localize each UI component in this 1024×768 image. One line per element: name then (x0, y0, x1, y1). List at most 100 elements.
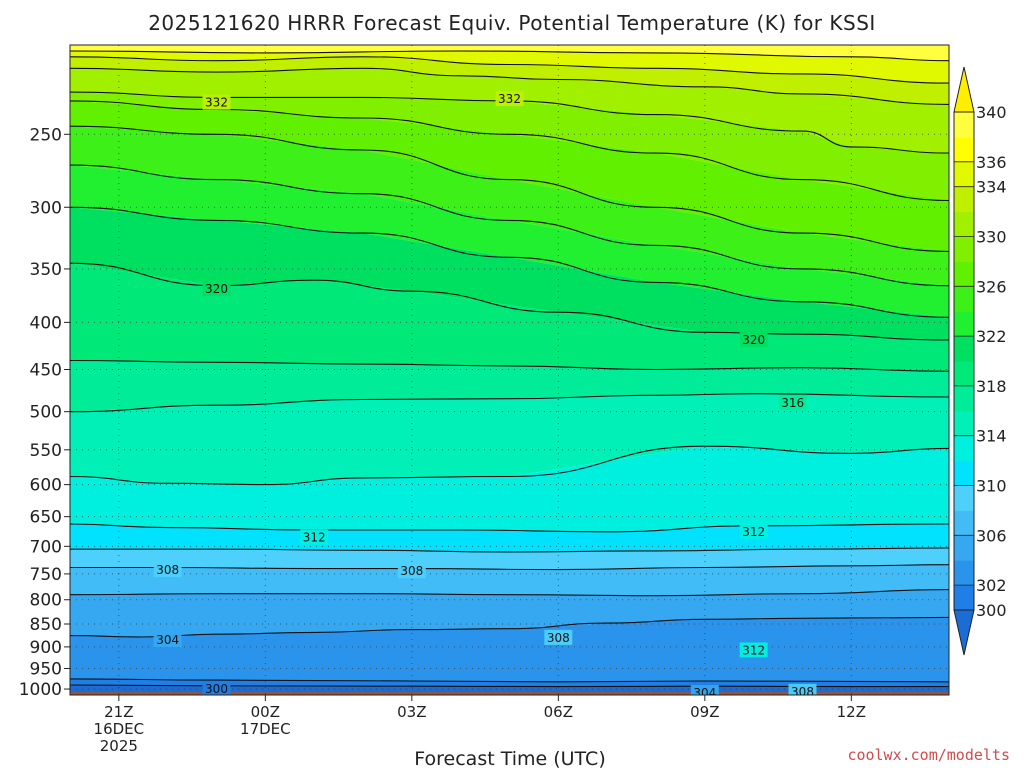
y-tick-label: 300 (30, 198, 62, 218)
band-314 (70, 393, 949, 485)
contour-label: 308 (791, 685, 814, 699)
colorbar-underflow-arrow (953, 609, 975, 656)
x-tick-label: 12Z (837, 703, 866, 721)
contour-label: 312 (303, 531, 326, 545)
contour-336 (70, 50, 949, 62)
band-302 (70, 617, 949, 682)
contour-302 (70, 678, 949, 683)
colorbar-tick-label: 300 (976, 601, 1007, 620)
colorbar-tick-label: 326 (976, 277, 1007, 296)
x-tick-label: 06Z (544, 703, 573, 721)
colorbar-swatch (954, 585, 974, 611)
contour-312 (70, 523, 949, 533)
band-306 (70, 564, 949, 596)
contour-label-group: 312 (739, 523, 768, 539)
y-tick-label: 800 (30, 591, 62, 611)
contour-314 (70, 445, 949, 486)
contour-label-group: 332 (495, 91, 524, 107)
ground-strip (70, 692, 949, 695)
colorbar-swatch (954, 112, 974, 138)
colorbar-swatch (954, 286, 974, 312)
band-318 (70, 263, 949, 372)
contour-label-bg (739, 642, 768, 658)
colorbar-swatch (954, 311, 974, 337)
colorbar-swatch (954, 410, 974, 437)
contour-label: 332 (205, 96, 228, 110)
contour-310 (70, 547, 949, 553)
colorbar-tick-label: 306 (976, 526, 1007, 545)
contour-label: 332 (498, 92, 521, 106)
contour-label: 312 (742, 643, 765, 657)
contour-label: 300 (205, 682, 228, 696)
colorbar-swatch (954, 560, 974, 586)
colorbar-tick-label: 334 (976, 178, 1007, 197)
colorbar-swatch (954, 211, 974, 237)
contour-308 (70, 564, 949, 571)
colorbar-swatch (954, 535, 974, 561)
contour-label-group: 308 (397, 563, 426, 579)
x-tick-label: 17DEC (240, 720, 291, 738)
band-310 (70, 524, 949, 552)
y-tick-label: 850 (30, 615, 62, 635)
contour-316 (70, 393, 949, 413)
contour-label: 312 (742, 525, 765, 539)
band-324 (70, 126, 949, 286)
x-axis-label: Forecast Time (UTC) (414, 748, 605, 768)
x-tick-label: 2025 (100, 737, 138, 755)
contour-label-bg (788, 683, 817, 695)
colorbar-swatch (954, 385, 974, 412)
band-top (70, 45, 949, 61)
contour-label-bg (397, 563, 426, 579)
y-tick-label: 250 (30, 125, 62, 145)
contour-318 (70, 359, 949, 372)
y-tick-label: 450 (30, 361, 62, 381)
colorbar-swatch (954, 161, 974, 188)
colorbar-swatch (954, 336, 974, 362)
contour-label: 320 (205, 282, 228, 296)
contour-label-bg (690, 685, 719, 695)
contour-label: 308 (400, 564, 423, 578)
colorbar: 300 302 306 310 314 318 322 326 330 334 336 340 (953, 66, 1007, 656)
colorbar-tick-label: 336 (976, 153, 1007, 172)
y-tick-label: 1000 (19, 680, 62, 700)
contour-label-bg (153, 632, 182, 648)
y-tick-label: 650 (30, 508, 62, 528)
contour-326 (70, 125, 949, 252)
contour-label-bg (739, 331, 768, 347)
y-tick-label: 750 (30, 565, 62, 585)
contour-label-group: 320 (202, 281, 231, 297)
credit-text: coolwx.com/modelts (847, 746, 1010, 764)
plot-area: 332 332 320 320 316 312 312 308 308 308 312 304 300 3… (69, 44, 950, 699)
colorbar-swatch (954, 361, 974, 387)
contour-324 (70, 164, 949, 287)
colorbar-tick-label: 340 (976, 103, 1007, 122)
colorbar-tick-label: 318 (976, 377, 1007, 396)
colorbar-swatch (954, 460, 974, 486)
band-322 (70, 165, 949, 318)
y-tick-label: 950 (30, 660, 62, 680)
contour-label: 304 (156, 633, 179, 647)
contour-label-bg (739, 523, 768, 539)
x-tick-label: 03Z (397, 703, 426, 721)
contour-label-group: 304 (153, 632, 182, 648)
colorbar-swatch (954, 136, 974, 163)
contour-label-group: 312 (300, 529, 329, 545)
contour-334 (70, 56, 949, 84)
colorbar-tick-label: 314 (976, 427, 1007, 446)
y-tick-label: 400 (30, 313, 62, 333)
band-308 (70, 548, 949, 570)
band-328 (70, 92, 949, 201)
contour-label: 316 (781, 396, 804, 410)
contour-label-group: 308 (544, 629, 573, 645)
contour-label: 320 (742, 333, 765, 347)
band-312 (70, 446, 949, 532)
contour-304 (70, 616, 949, 638)
colorbar-tick-label: 302 (976, 576, 1007, 595)
band-316 (70, 360, 949, 412)
contour-label: 308 (547, 631, 570, 645)
colorbar-swatch (954, 236, 974, 262)
contour-label-bg (544, 629, 573, 645)
colorbar-swatch (954, 261, 974, 287)
contour-label-bg (202, 94, 231, 110)
